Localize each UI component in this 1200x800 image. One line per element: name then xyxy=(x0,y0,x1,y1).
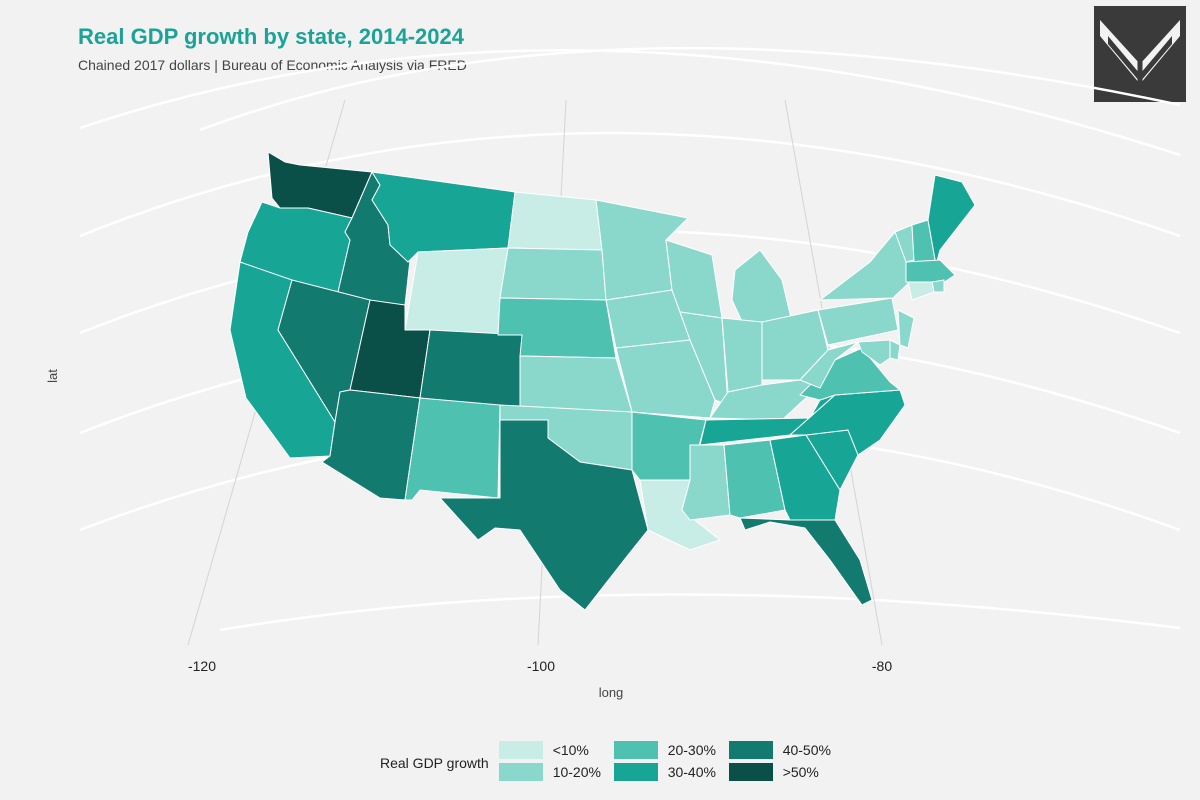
state-ct xyxy=(907,281,935,301)
legend-item: 30-40% xyxy=(613,761,729,783)
legend-items: <10% 10-20% 20-30% 30-40% 40-50% >50% xyxy=(498,739,844,783)
state-shapes xyxy=(229,151,976,611)
state-tx xyxy=(439,419,649,611)
state-co xyxy=(419,329,526,411)
state-fl xyxy=(739,517,873,606)
legend-label: 40-50% xyxy=(782,742,831,758)
legend-swatch xyxy=(728,741,773,759)
legend-swatch xyxy=(728,763,773,781)
state-me xyxy=(927,174,976,266)
legend-item: >50% xyxy=(728,761,844,783)
legend-item: 10-20% xyxy=(498,761,614,783)
legend-item: 20-30% xyxy=(613,739,729,761)
state-va xyxy=(799,347,901,401)
brand-logo-icon xyxy=(1094,6,1186,102)
state-wy xyxy=(404,247,509,336)
state-in xyxy=(721,317,763,393)
state-md xyxy=(857,339,891,366)
x-tick-label: -120 xyxy=(188,658,216,674)
state-wv xyxy=(799,341,859,389)
legend-label: 10-20% xyxy=(552,764,601,780)
state-sd xyxy=(499,247,607,301)
state-mo xyxy=(615,339,716,419)
legend-label: <10% xyxy=(552,742,589,758)
x-axis-title: long xyxy=(599,685,624,700)
state-nm xyxy=(404,397,501,501)
state-ks xyxy=(519,355,633,413)
state-de xyxy=(889,339,901,361)
state-nj xyxy=(897,309,915,349)
legend-swatch xyxy=(498,763,543,781)
x-tick-label: -100 xyxy=(527,658,555,674)
legend-label: 30-40% xyxy=(667,764,716,780)
legend-item: <10% xyxy=(498,739,614,761)
state-pa xyxy=(817,297,899,346)
legend-title: Real GDP growth xyxy=(380,755,489,771)
legend-swatch xyxy=(613,741,658,759)
state-mi xyxy=(731,249,793,329)
state-nd xyxy=(507,191,603,251)
legend-label: 20-30% xyxy=(667,742,716,758)
x-axis: -120 -100 -80 long xyxy=(188,658,892,700)
chart-title: Real GDP growth by state, 2014-2024 xyxy=(78,24,464,49)
state-al xyxy=(723,439,786,519)
legend-swatch xyxy=(498,741,543,759)
y-axis-title: lat xyxy=(45,369,60,383)
state-ma xyxy=(905,259,956,286)
legend-label: >50% xyxy=(782,764,819,780)
map-legend: Real GDP growth <10% 10-20% 20-30% 30-40% 40… xyxy=(380,738,844,784)
legend-item: 40-50% xyxy=(728,739,844,761)
x-tick-label: -80 xyxy=(872,658,892,674)
legend-swatch xyxy=(613,763,658,781)
